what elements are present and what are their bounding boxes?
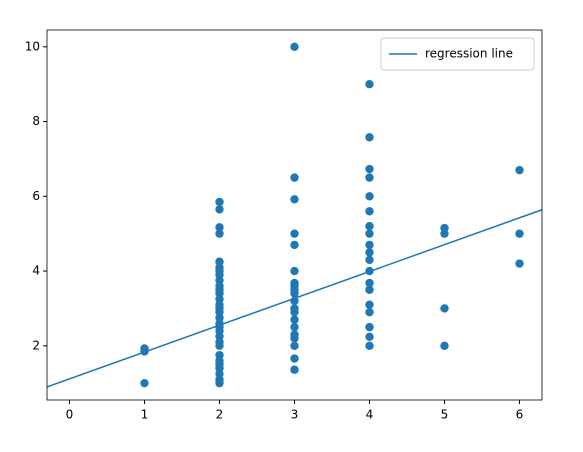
point bbox=[365, 248, 374, 257]
legend-label: regression line bbox=[425, 47, 513, 61]
point bbox=[215, 257, 224, 266]
x-tick-label: 5 bbox=[441, 408, 449, 422]
point bbox=[515, 229, 524, 238]
x-tick-label: 1 bbox=[141, 408, 149, 422]
point bbox=[290, 173, 299, 182]
point bbox=[290, 42, 299, 52]
point bbox=[365, 341, 374, 351]
point bbox=[515, 165, 524, 175]
point bbox=[290, 341, 299, 351]
x-tick-label: 3 bbox=[291, 408, 299, 422]
point bbox=[365, 173, 374, 182]
y-tick-label: 10 bbox=[25, 39, 40, 53]
point bbox=[365, 278, 374, 288]
point bbox=[440, 341, 449, 351]
point bbox=[365, 285, 374, 294]
point bbox=[215, 229, 224, 238]
x-tick-label: 0 bbox=[66, 408, 74, 422]
y-tick-label: 8 bbox=[32, 114, 40, 128]
x-tick-label: 4 bbox=[366, 408, 374, 422]
point bbox=[215, 205, 224, 214]
point bbox=[365, 164, 374, 174]
point bbox=[515, 259, 524, 268]
point bbox=[290, 240, 299, 250]
point bbox=[290, 354, 299, 363]
x-tick-label: 2 bbox=[216, 408, 224, 422]
point bbox=[365, 307, 374, 317]
point bbox=[290, 330, 299, 339]
point bbox=[365, 207, 374, 216]
point bbox=[290, 195, 299, 204]
point bbox=[290, 322, 299, 332]
point bbox=[365, 300, 374, 309]
point bbox=[365, 322, 374, 332]
legend-box bbox=[380, 37, 535, 71]
point bbox=[290, 278, 299, 288]
point bbox=[365, 79, 374, 89]
point bbox=[215, 197, 224, 207]
point bbox=[290, 315, 299, 324]
point bbox=[365, 255, 374, 265]
point bbox=[290, 304, 299, 313]
point bbox=[365, 192, 374, 201]
point bbox=[365, 332, 374, 342]
y-tick-label: 6 bbox=[32, 189, 40, 203]
point bbox=[365, 133, 374, 142]
regression-line bbox=[47, 209, 542, 388]
point bbox=[290, 266, 299, 276]
y-tick-label: 2 bbox=[32, 338, 40, 352]
point bbox=[440, 304, 449, 313]
y-tick-label: 4 bbox=[32, 264, 40, 278]
point bbox=[440, 223, 449, 233]
point bbox=[290, 365, 299, 374]
point bbox=[215, 223, 224, 232]
point bbox=[140, 378, 149, 388]
point bbox=[290, 229, 299, 238]
point bbox=[215, 350, 224, 360]
x-tick-label: 6 bbox=[516, 408, 524, 422]
point bbox=[365, 222, 374, 231]
plot-frame bbox=[46, 29, 543, 401]
point bbox=[365, 229, 374, 238]
point bbox=[365, 240, 374, 250]
